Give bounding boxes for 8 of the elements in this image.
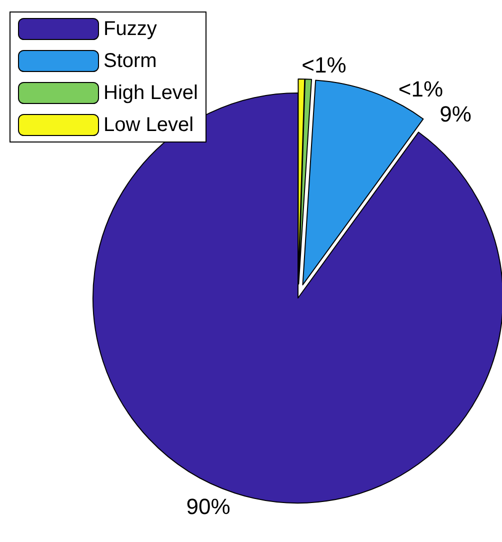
data-label: 9% — [440, 101, 472, 126]
legend-label: Storm — [104, 50, 157, 72]
data-label: <1% — [398, 76, 444, 102]
data-label: 90% — [186, 494, 230, 519]
data-label: <1% — [302, 52, 346, 78]
legend-label: High Level — [104, 82, 198, 104]
legend-label: Low Level — [104, 114, 194, 136]
legend-label: Fuzzy — [104, 18, 157, 40]
